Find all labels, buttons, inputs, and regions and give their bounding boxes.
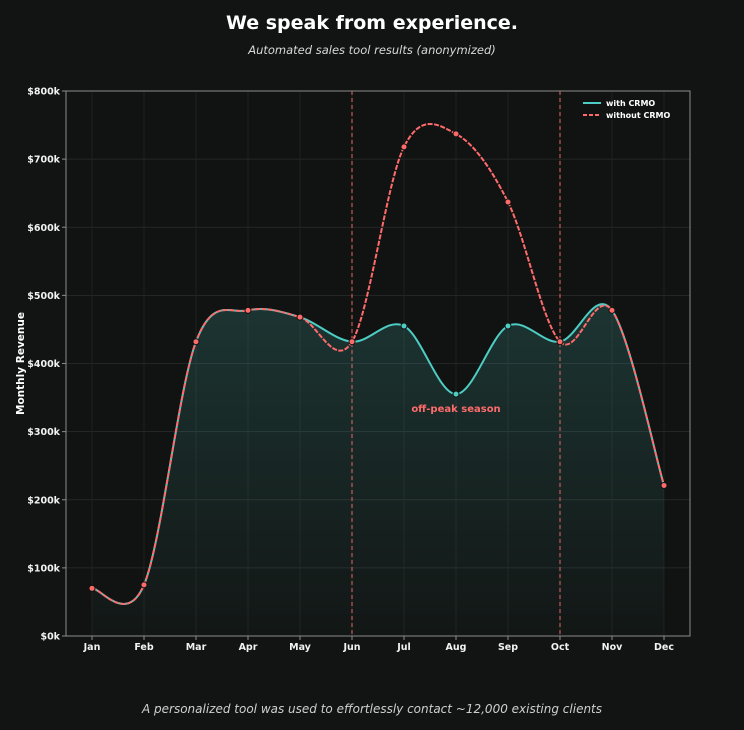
- y-tick-label: $600k: [27, 223, 60, 234]
- y-tick-label: $800k: [27, 87, 60, 98]
- x-tick-label: Apr: [239, 642, 258, 653]
- data-point-without-crmo: [504, 198, 512, 206]
- data-point-without-crmo: [608, 306, 616, 314]
- data-point-with-crmo: [504, 322, 512, 330]
- x-tick-label: Aug: [446, 642, 467, 653]
- legend-label-with-crmo: with CRMO: [606, 99, 655, 108]
- y-tick-label: $200k: [27, 495, 60, 506]
- chart-subtitle: Automated sales tool results (anonymized…: [248, 43, 496, 57]
- data-point-without-crmo: [88, 584, 96, 592]
- data-point-without-crmo: [296, 313, 304, 321]
- data-point-without-crmo: [244, 306, 252, 314]
- x-tick-label: Jun: [342, 642, 360, 653]
- x-tick-label: Sep: [498, 642, 518, 653]
- y-axis-label: Monthly Revenue: [15, 312, 27, 415]
- data-point-without-crmo: [348, 338, 356, 346]
- chart-title: We speak from experience.: [225, 12, 519, 34]
- data-point-without-crmo: [140, 581, 148, 589]
- x-tick-label: May: [289, 642, 312, 653]
- y-tick-label: $0k: [40, 632, 60, 643]
- x-tick-label: Mar: [186, 642, 207, 653]
- annotation-off-peak: off-peak season: [411, 404, 500, 415]
- area-fill-with: [92, 304, 664, 636]
- data-point-without-crmo: [660, 481, 668, 489]
- data-point-without-crmo: [452, 130, 460, 138]
- y-tick-label: $500k: [27, 291, 60, 302]
- x-tick-label: Nov: [602, 642, 623, 653]
- x-tick-label: Jan: [83, 642, 101, 653]
- y-tick-label: $300k: [27, 427, 60, 438]
- data-point-without-crmo: [400, 143, 408, 151]
- legend-label-without-crmo: without CRMO: [606, 111, 670, 120]
- data-point-without-crmo: [192, 338, 200, 346]
- data-point-without-crmo: [556, 338, 564, 346]
- x-tick-label: Dec: [654, 642, 674, 653]
- data-point-with-crmo: [400, 322, 408, 330]
- chart-footnote: A personalized tool was used to effortle…: [141, 702, 603, 716]
- x-tick-label: Feb: [134, 642, 154, 653]
- series-line-without-crmo: [91, 123, 665, 605]
- y-tick-label: $400k: [27, 359, 60, 370]
- x-tick-label: Jul: [396, 642, 411, 653]
- data-point-with-crmo: [452, 390, 460, 398]
- y-tick-label: $700k: [27, 155, 60, 166]
- y-tick-label: $100k: [27, 563, 60, 574]
- x-tick-label: Oct: [551, 642, 570, 653]
